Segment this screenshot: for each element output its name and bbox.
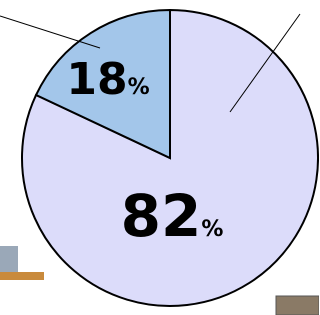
laptop-screen xyxy=(0,246,18,272)
desk xyxy=(0,272,44,280)
leader-line xyxy=(0,16,100,48)
photo-edge xyxy=(276,296,319,315)
chart: 82%18% xyxy=(0,0,319,315)
page: {"chart_data": {"type": "pie", "categori… xyxy=(0,0,319,315)
